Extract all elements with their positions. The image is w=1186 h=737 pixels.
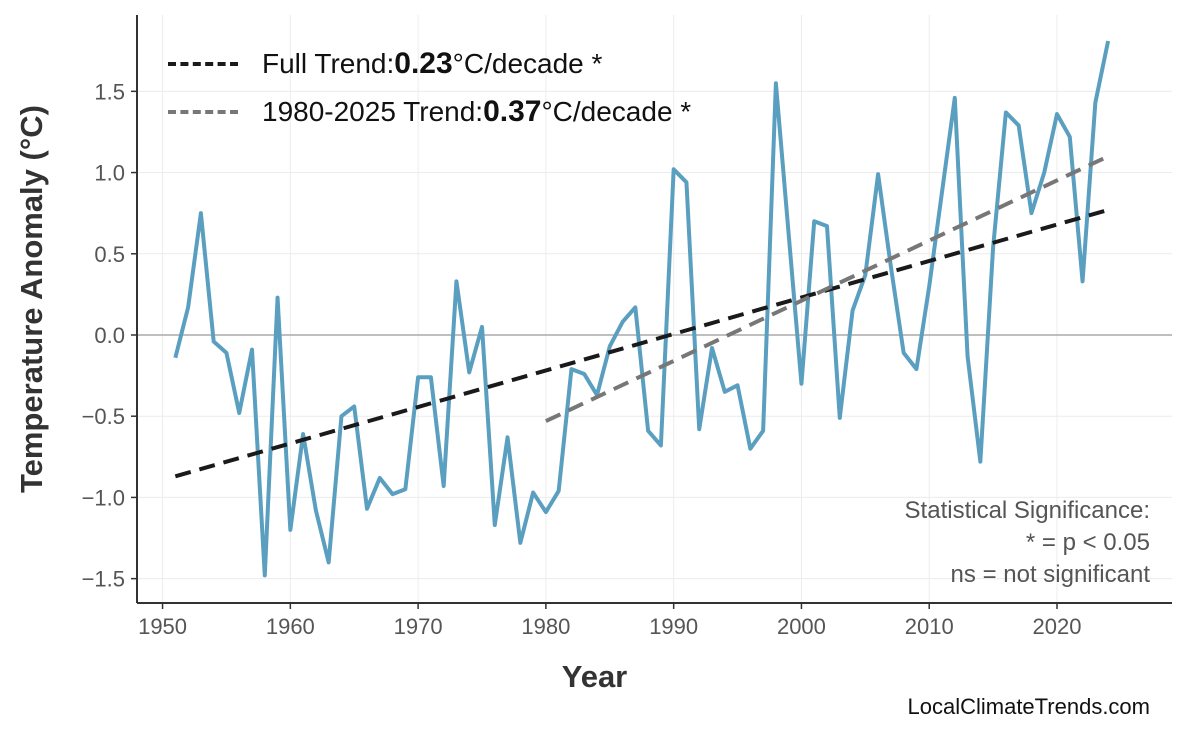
y-tick-label: −1.5 xyxy=(82,567,125,592)
legend: Full Trend: 0.23 °C/decade * 1980-2025 Tr… xyxy=(168,40,691,136)
y-tick-label: 1.0 xyxy=(94,161,125,186)
legend-item-recent-trend: 1980-2025 Trend: 0.37 °C/decade * xyxy=(168,88,691,136)
legend-value-full-trend: 0.23 xyxy=(394,47,453,80)
credit-text: LocalClimateTrends.com xyxy=(907,694,1151,719)
x-tick-label: 2020 xyxy=(1033,614,1082,639)
x-tick-label: 2010 xyxy=(905,614,954,639)
x-tick-label: 2000 xyxy=(777,614,826,639)
legend-swatch-full-trend xyxy=(168,62,238,66)
x-tick-label: 1960 xyxy=(266,614,315,639)
legend-value-recent-trend: 0.37 xyxy=(483,95,542,128)
significance-note: Statistical Significance: * = p < 0.05 n… xyxy=(905,495,1150,591)
legend-swatch-recent-trend xyxy=(168,110,238,114)
x-tick-label: 1990 xyxy=(649,614,698,639)
significance-star: * = p < 0.05 xyxy=(1025,529,1150,556)
y-tick-label: 0.5 xyxy=(94,242,125,267)
y-axis-title: Temperature Anomaly (°C) xyxy=(14,105,49,493)
significance-title: Statistical Significance: xyxy=(904,497,1150,524)
full-trend-line xyxy=(174,207,1109,479)
x-tick-label: 1950 xyxy=(138,614,187,639)
anomaly-series-line xyxy=(173,40,1111,578)
significance-ns: ns = not significant xyxy=(950,561,1150,588)
legend-label-recent-trend: 1980-2025 Trend: xyxy=(262,96,484,127)
y-tick-label: −0.5 xyxy=(82,404,125,429)
x-tick-label: 1980 xyxy=(521,614,570,639)
legend-item-full-trend: Full Trend: 0.23 °C/decade * xyxy=(168,40,691,88)
y-tick-label: 1.5 xyxy=(94,79,125,104)
x-tick-label: 1970 xyxy=(394,614,443,639)
y-tick-label: 0.0 xyxy=(94,323,125,348)
legend-label-full-trend: Full Trend: xyxy=(262,48,395,79)
x-axis-title: Year xyxy=(562,659,628,694)
legend-unit-full-trend: °C/decade * xyxy=(452,48,603,79)
y-tick-label: −1.0 xyxy=(82,485,125,510)
recent-trend-line xyxy=(545,154,1109,423)
legend-unit-recent-trend: °C/decade * xyxy=(541,96,692,127)
